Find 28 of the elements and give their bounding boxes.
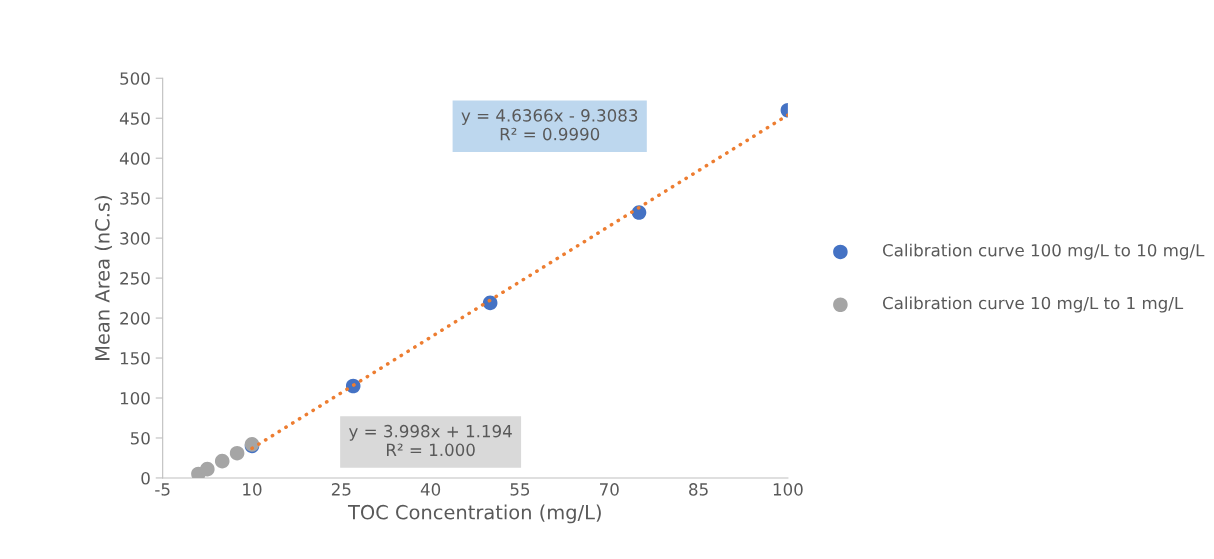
x-tick-label: 100 — [773, 483, 803, 496]
y-tick-label: 200 — [120, 312, 150, 325]
legend-label: Calibration curve 10 mg/L to 1 mg/L — [882, 296, 1184, 313]
legend-label: Calibration curve 100 mg/L to 10 mg/L — [882, 243, 1205, 260]
annotation: y = 4.6366x - 9.3083 R² = 0.9990 — [461, 109, 638, 141]
point — [214, 453, 230, 469]
x-tick-label: -5 — [155, 483, 170, 496]
y-tick-label: 250 — [120, 272, 150, 285]
y-tick-label: 500 — [120, 72, 150, 85]
x-tick-label: 85 — [689, 483, 708, 496]
y-tick-label: 350 — [120, 192, 150, 205]
x-tick-label: 70 — [600, 483, 619, 496]
annotation: y = 3.998x + 1.194 R² = 1.000 — [348, 424, 512, 457]
y-axis-title: Mean Area (nC.s) — [94, 196, 113, 360]
y-tick-label: 150 — [120, 352, 150, 365]
y-tick-label: 50 — [130, 431, 150, 445]
point — [229, 445, 245, 461]
y-tick-label: 100 — [120, 391, 150, 405]
x-tick-label: 55 — [510, 483, 530, 496]
x-tick-label: 25 — [331, 483, 351, 496]
x-tick-label: 40 — [420, 483, 441, 496]
y-tick-label: 450 — [119, 112, 150, 125]
y-tick-label: 300 — [120, 232, 150, 245]
x-axis-title: TOC Concentration (mg/L) — [347, 504, 601, 524]
y-tick-label: 0 — [141, 471, 150, 485]
point — [200, 461, 215, 477]
y-tick-label: 400 — [119, 152, 150, 165]
x-tick-label: 10 — [243, 483, 262, 496]
